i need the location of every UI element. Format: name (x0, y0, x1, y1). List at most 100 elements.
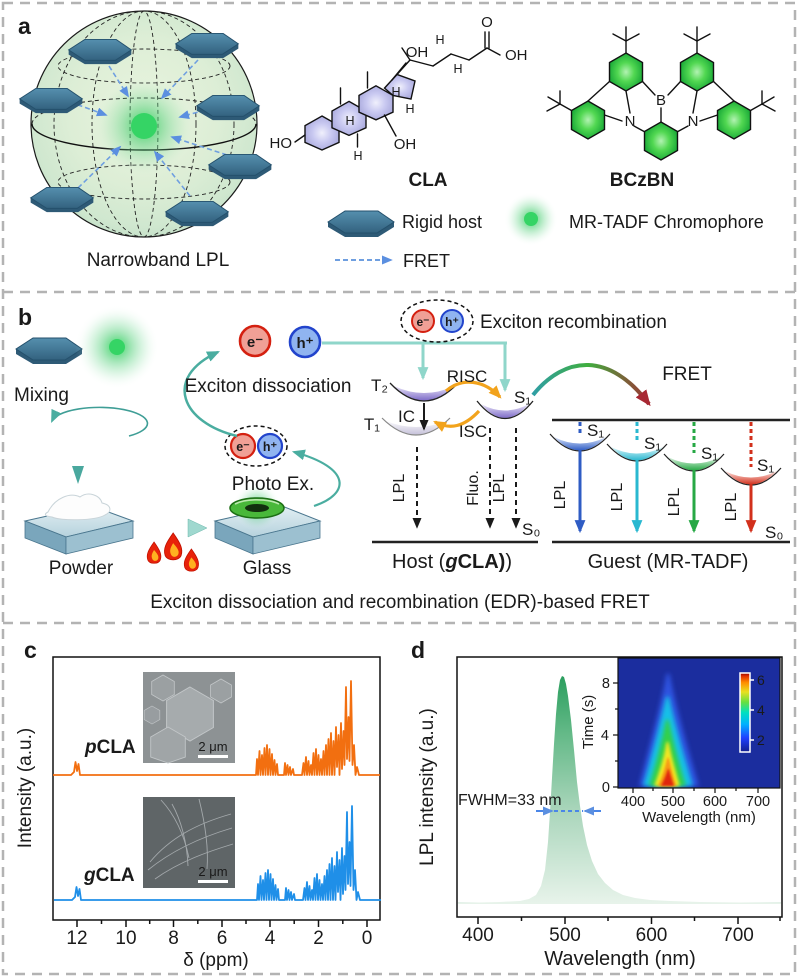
host-label: Host (gCLA)) (392, 551, 512, 573)
x-tick-label: 0 (362, 928, 373, 949)
hole-label: h⁺ (296, 335, 313, 352)
cla-h: H (391, 85, 400, 99)
s0-label: S₀ (765, 523, 783, 542)
panel-d: d LPL intensity (a.u.) FWHM=33 nm 400 50… (411, 637, 783, 970)
t1-label: T₁ (364, 415, 380, 434)
risc-label: RISC (447, 367, 488, 386)
lpl-label: LPL (609, 483, 626, 512)
s1-label: S₁ (587, 421, 604, 440)
glass-tray (213, 483, 322, 555)
lpl-label: LPL (552, 481, 569, 510)
stir-circulation-arrow (51, 406, 149, 437)
electron-label: e⁻ (416, 315, 429, 329)
guest-s1-blue (554, 437, 606, 451)
legend-chromophore-dot (524, 212, 538, 226)
inset-x-tick-label: 500 (661, 794, 685, 810)
t2-label: T₂ (371, 376, 388, 395)
bczbn-b: B (656, 92, 666, 109)
panel-b-caption: Exciton dissociation and recombination (… (150, 592, 650, 613)
sphere-caption: Narrowband LPL (87, 250, 230, 271)
fret-arrows (69, 59, 228, 197)
exciton-recombination-label: Exciton recombination (480, 312, 667, 333)
cla-structure: O OH OH OH HO H H H H H H CLA (270, 14, 528, 191)
inset-x-axis-label: Wavelength (nm) (642, 809, 756, 826)
host-energy-diagram: T₂ T₁ S₁ IC RISC ISC LPL Fluo. LPL S₀ Ho… (364, 367, 541, 573)
panel-letter-a: a (18, 13, 31, 39)
x-tick-label: 10 (115, 928, 136, 949)
cla-oh: OH (505, 47, 528, 64)
heat-arrow-head (187, 518, 208, 538)
electron-label: e⁻ (247, 334, 263, 351)
fret-label: FRET (662, 364, 712, 385)
hole-circle (440, 309, 464, 333)
x-axis-label: Wavelength (nm) (544, 948, 696, 970)
legend-fret-label: FRET (403, 251, 450, 271)
guest-s1-red (725, 471, 777, 485)
x-tick-label: 500 (549, 925, 581, 946)
x-tick-label: 600 (636, 925, 668, 946)
fluo-label: Fluo. (465, 470, 482, 506)
guest-energy-diagram: S₁ LPL S₁ LPL S₁ LPL S₁ LPL S₀ Guest (MR… (549, 418, 790, 573)
colorbar-tick-label: 6 (757, 672, 765, 688)
hole-circle (256, 432, 284, 460)
guest-s1-cyan (611, 447, 663, 461)
hole-label: h⁺ (263, 440, 278, 454)
inset-y-tick-label: 8 (602, 676, 610, 692)
cla-label: CLA (408, 170, 447, 191)
isc-arrow (433, 409, 481, 432)
mixing-label: Mixing (14, 385, 69, 406)
y-axis-label: LPL intensity (a.u.) (417, 708, 438, 866)
inset-y-axis-label: Time (s) (580, 695, 597, 749)
cla-h: H (405, 102, 414, 116)
recombination-line (322, 341, 511, 393)
flame-icon (163, 532, 183, 561)
scalebar-label: 2 μm (198, 739, 227, 754)
x-tick-label: 12 (66, 928, 87, 949)
inset-ticks (613, 682, 759, 793)
inset-x-tick-label: 400 (621, 794, 645, 810)
cla-oh: OH (406, 44, 429, 61)
x-tick-label: 4 (265, 928, 276, 949)
cla-ho: HO (270, 135, 293, 152)
powder-label: Powder (49, 558, 114, 579)
x-axis-label: δ (ppm) (183, 950, 248, 971)
separated-carriers: e⁻ h⁺ (238, 324, 322, 359)
lpl-label: LPL (666, 488, 683, 517)
cla-o: O (481, 14, 493, 31)
flame-icon (183, 548, 200, 572)
cla-h: H (453, 62, 462, 76)
sem-inset-gcla: 2 μm (143, 797, 235, 888)
decay-inset: 400 500 600 700 Wavelength (nm) 0 4 8 Ti… (580, 657, 781, 826)
chromophore-dot (131, 113, 157, 139)
inset-y-tick-label: 0 (602, 780, 610, 796)
electron-circle (411, 309, 435, 333)
x-tick-label: 700 (722, 925, 754, 946)
panel-a: a Narrowband LPL (18, 10, 776, 271)
pcla-label: pCLA (84, 737, 136, 758)
isc-label: ISC (459, 422, 487, 441)
dissociation-arrow (183, 350, 238, 438)
electron-circle (229, 432, 257, 460)
bczbn-n: N (688, 113, 699, 130)
x-ticks (76, 920, 368, 927)
t2-level (394, 386, 454, 401)
s1-label: S₁ (514, 388, 531, 407)
legend-chromophore-label: MR-TADF Chromophore (569, 212, 764, 232)
panel-letter-b: b (18, 304, 32, 330)
colorbar: 6 4 2 (739, 672, 765, 753)
hole-label: h⁺ (445, 315, 459, 329)
fret-transfer-arrow (531, 363, 651, 407)
electron-label: e⁻ (236, 440, 250, 454)
y-axis-label: Intensity (a.u.) (15, 728, 36, 848)
colorbar-tick-label: 2 (757, 732, 765, 748)
bczbn-label: BCzBN (610, 170, 674, 191)
bczbn-structure: B N N BCzBN (546, 26, 776, 191)
photoexcitation-arrow (291, 449, 341, 508)
s0-label: S₀ (522, 520, 540, 539)
inset-heatmap (639, 673, 699, 786)
sem-inset-pcla: 2 μm (143, 672, 235, 764)
lpl-label: LPL (391, 474, 408, 503)
